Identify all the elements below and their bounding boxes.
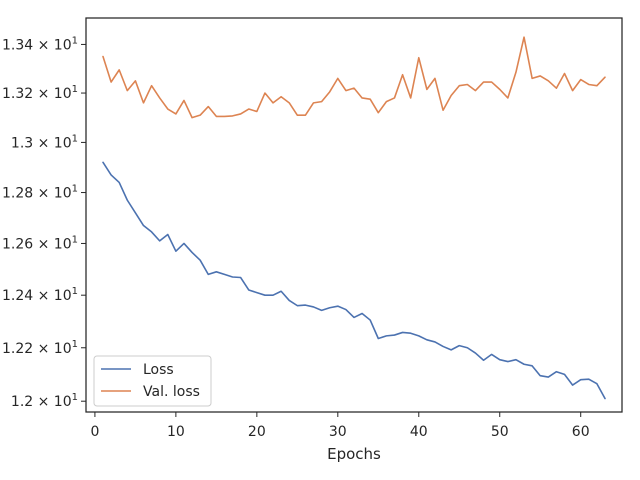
- x-tick-label: 40: [410, 424, 428, 440]
- y-tick-label: 1.24 × 101: [2, 286, 78, 304]
- series-line-val-loss: [102, 36, 606, 119]
- x-tick-label: 50: [491, 424, 509, 440]
- x-tick-label: 60: [572, 424, 590, 440]
- y-tick-label: 1.32 × 101: [2, 84, 78, 102]
- y-tick-label: 1.26 × 101: [2, 234, 78, 252]
- x-tick-label: 0: [90, 424, 99, 440]
- x-tick-label: 30: [329, 424, 347, 440]
- legend-label-loss: Loss: [143, 362, 174, 378]
- legend: Loss Val. loss: [93, 355, 212, 407]
- y-tick-label: 1.2 × 101: [11, 392, 78, 410]
- legend-label-val-loss: Val. loss: [143, 384, 200, 400]
- x-tick-label: 10: [167, 424, 185, 440]
- plot-marks: [102, 36, 606, 400]
- x-axis: 0 10 20 30 40 50 60: [90, 412, 590, 440]
- x-axis-title: Epochs: [327, 445, 381, 463]
- y-tick-label: 1.3 × 101: [11, 133, 78, 151]
- y-tick-label: 1.34 × 101: [2, 35, 78, 53]
- y-tick-label: 1.22 × 101: [2, 339, 78, 357]
- y-axis: 1.2 × 101 1.22 × 101 1.24 × 101 1.26 × 101 1…: [2, 35, 86, 410]
- series-line-loss: [102, 161, 606, 400]
- plot-frame: [85, 17, 623, 413]
- x-tick-label: 20: [248, 424, 266, 440]
- y-tick-label: 1.28 × 101: [2, 184, 78, 202]
